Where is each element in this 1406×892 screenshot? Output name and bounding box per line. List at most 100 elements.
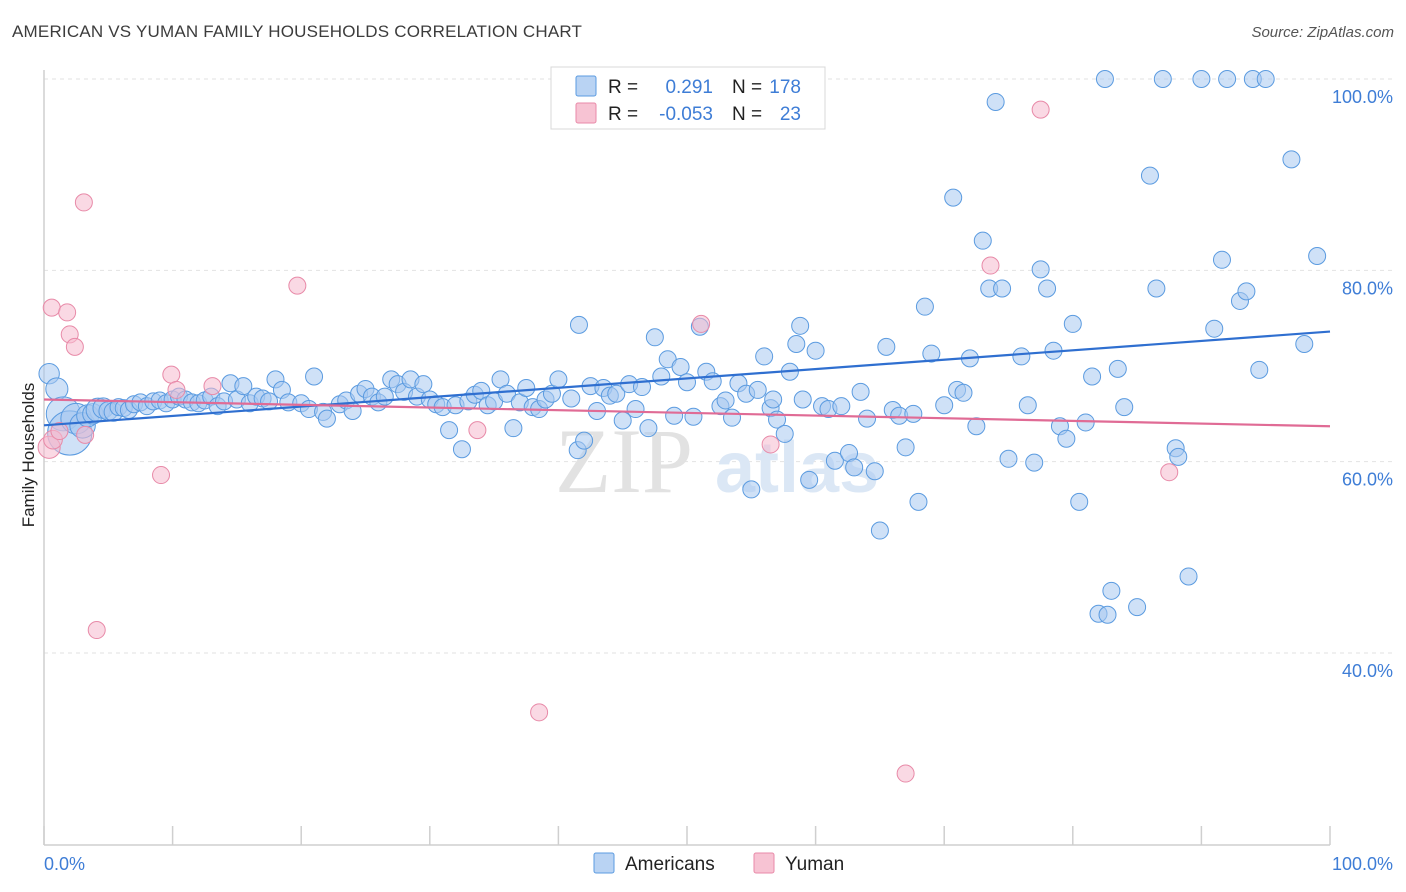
y-tick-label: 80.0% (1342, 278, 1393, 298)
yuman-point (288, 276, 307, 295)
americans-point (497, 384, 516, 403)
americans-point (1070, 492, 1089, 511)
yuman-point (50, 422, 69, 441)
legend-n-label-americans: N = (732, 77, 762, 98)
y-tick-label: 60.0% (1342, 470, 1393, 490)
americans-point (414, 375, 433, 394)
yuman-point (74, 193, 93, 212)
americans-point (569, 315, 588, 334)
americans-point (1282, 150, 1301, 169)
yuman-point (1160, 463, 1179, 482)
americans-point (1192, 70, 1211, 88)
americans-point (1115, 398, 1134, 417)
yuman-point (896, 764, 915, 783)
americans-point (549, 370, 568, 389)
axes (43, 70, 1331, 846)
bottom-legend-label-americans: Americans (625, 854, 715, 875)
americans-point (645, 328, 664, 347)
bottom-legend-label-yuman: Yuman (785, 854, 844, 875)
y-tick-label: 100.0% (1332, 87, 1393, 107)
grid-lines (44, 78, 1393, 654)
americans-point (825, 451, 844, 470)
americans-point (1295, 334, 1314, 353)
americans-point (755, 347, 774, 366)
yuman-point (167, 380, 186, 399)
stats-legend: R = 0.291 N = 178 R = -0.053 N = 23 (550, 66, 826, 130)
americans-point (935, 396, 954, 415)
americans-point (858, 409, 877, 428)
americans-point (1108, 359, 1127, 378)
americans-point (652, 367, 671, 386)
americans-point (1031, 260, 1050, 279)
americans-point (870, 521, 889, 540)
americans-point (904, 404, 923, 423)
americans-point (678, 373, 696, 392)
americans-point (973, 231, 992, 250)
americans-point (1018, 396, 1037, 415)
americans-point (716, 391, 735, 410)
yuman-point (203, 377, 222, 396)
americans-point (791, 316, 810, 335)
yuman-point (1031, 100, 1050, 119)
legend-n-label-yuman: N = (732, 104, 762, 125)
yuman-point (981, 256, 1000, 275)
americans-point (922, 344, 941, 363)
americans-point (1153, 70, 1172, 88)
bottom-legend-swatch-yuman (753, 852, 775, 874)
americans-point (909, 492, 928, 511)
x-tick-label-min: 0.0% (44, 854, 85, 874)
watermark: ZIP atlas (555, 410, 879, 512)
americans-point (1012, 347, 1031, 366)
yuman-point (87, 621, 106, 640)
yuman-point (761, 435, 780, 454)
americans-point (1147, 279, 1166, 298)
americans-point (1250, 360, 1269, 379)
yuman-point (162, 365, 181, 384)
trend-lines (43, 330, 1331, 428)
americans-point (626, 400, 645, 419)
americans-point (684, 407, 703, 426)
americans-point (1179, 567, 1198, 586)
americans-point (234, 377, 253, 396)
yuman-point (42, 298, 61, 317)
yuman-point (530, 703, 549, 722)
americans-point (793, 390, 812, 409)
yuman-point (152, 466, 171, 485)
americans-point (845, 458, 864, 477)
americans-trend-line (43, 330, 1331, 427)
americans-point (562, 389, 581, 408)
legend-n-value-yuman: 23 (780, 104, 801, 125)
legend-swatch-yuman (575, 102, 597, 124)
americans-point (832, 397, 851, 416)
americans-point (764, 390, 783, 409)
americans-point (1025, 453, 1044, 472)
americans-point (1076, 413, 1095, 432)
y-axis-label: Family Households (19, 383, 38, 528)
americans-point (1102, 581, 1121, 600)
yuman-trend-line (43, 398, 1331, 428)
americans-point (742, 480, 761, 499)
americans-point (665, 406, 684, 425)
americans-point (775, 424, 794, 443)
americans-point (999, 449, 1018, 468)
americans-point (896, 438, 915, 457)
americans-point (607, 384, 626, 403)
y-tick-labels: 40.0% 60.0% 80.0% 100.0% (1332, 87, 1393, 681)
americans-point (1128, 598, 1147, 617)
legend-r-value-americans: 0.291 (665, 77, 713, 98)
americans-point (671, 357, 690, 376)
americans-point (1063, 314, 1082, 333)
series-yuman-points (37, 100, 1179, 783)
americans-point (944, 188, 963, 207)
bottom-legend-swatch-americans (593, 852, 615, 874)
americans-point (1169, 447, 1188, 466)
americans-point (1038, 279, 1057, 298)
americans-point (440, 421, 459, 440)
americans-point (1237, 282, 1256, 301)
yuman-point (692, 314, 711, 333)
americans-point (865, 462, 884, 481)
americans-point (639, 419, 658, 438)
americans-point (877, 337, 896, 356)
americans-point (723, 408, 742, 427)
